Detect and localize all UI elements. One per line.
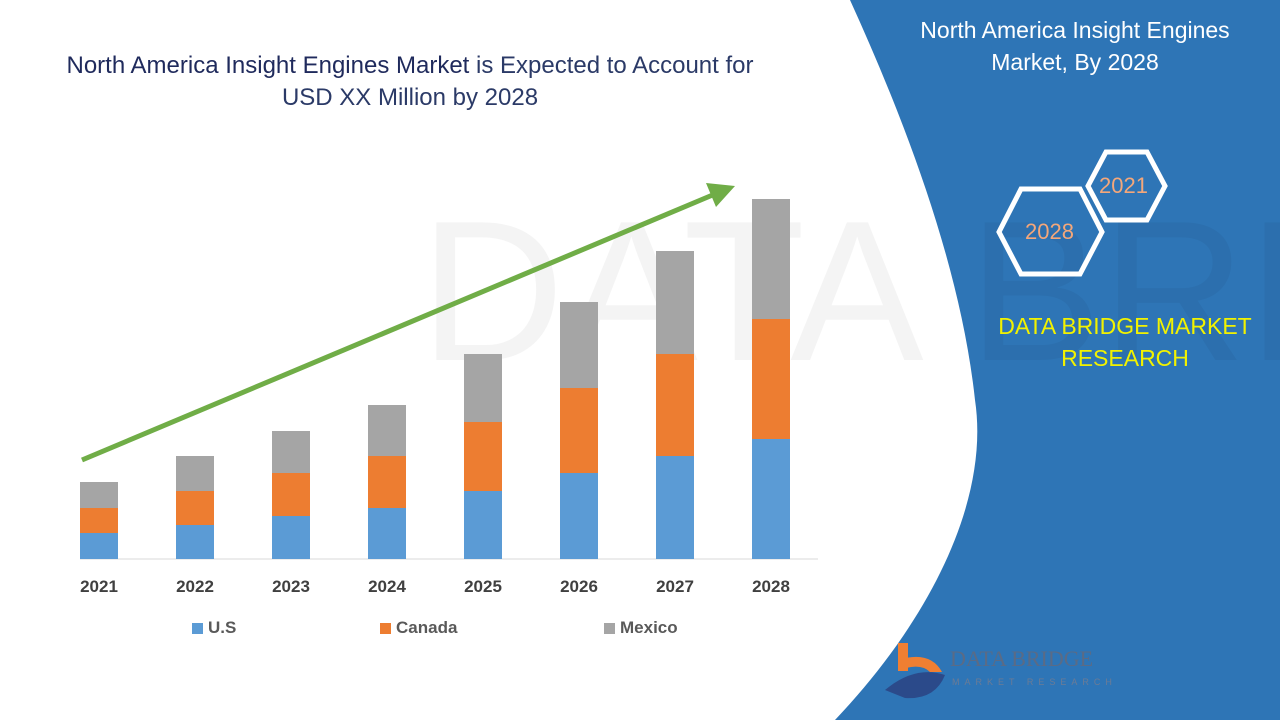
bar-2023-canada: [272, 473, 310, 516]
bar-2027-mexico: [656, 251, 694, 354]
legend-us: U.S: [192, 618, 236, 638]
bar-2026-canada: [560, 388, 598, 473]
bar-2021-canada: [80, 508, 118, 533]
bar-2027-us: [656, 456, 694, 559]
legend-swatch: [604, 622, 615, 634]
hex-label-2028: 2028: [1025, 219, 1074, 244]
bar-2022-us: [176, 525, 214, 559]
right-panel: [835, 0, 1280, 720]
logo-icon: [885, 643, 945, 699]
hex-2021: [1085, 149, 1168, 223]
bar-2025-canada: [464, 422, 502, 491]
bar-2027-canada: [656, 354, 694, 456]
bar-2028-us: [752, 439, 790, 559]
x-tick-label: 2027: [656, 577, 694, 596]
bar-2025-mexico: [464, 354, 502, 422]
logo-text: DATA BRIDGE: [950, 646, 1094, 671]
x-tick-label: 2023: [272, 577, 310, 596]
bar-2021-mexico: [80, 482, 118, 508]
x-tick-label: 2021: [80, 577, 118, 596]
bar-2023-mexico: [272, 431, 310, 473]
bar-2026-mexico: [560, 302, 598, 388]
hex-2028: [996, 186, 1105, 277]
x-tick-label: 2028: [752, 577, 790, 596]
x-tick-label: 2025: [464, 577, 502, 596]
bar-2025-us: [464, 491, 502, 559]
x-tick-label: 2026: [560, 577, 598, 596]
bar-2022-mexico: [176, 456, 214, 491]
bar-2024-canada: [368, 456, 406, 508]
legend-mexico: Mexico: [604, 618, 678, 638]
legend-swatch: [380, 622, 391, 634]
panel-title: North America Insight Engines Market, By…: [920, 17, 1230, 75]
bar-2021-us: [80, 533, 118, 559]
trend-arrow: [81, 183, 735, 463]
legend-canada: Canada: [380, 618, 457, 638]
bar-2023-us: [272, 516, 310, 559]
hex-label-2021: 2021: [1099, 173, 1148, 198]
chart-title: North America Insight Engines Market is …: [66, 52, 754, 111]
x-tick-label: 2024: [368, 577, 406, 596]
brand-text: DATA BRIDGE MARKET RESEARCH: [998, 313, 1252, 371]
bar-2026-us: [560, 473, 598, 559]
bar-2024-mexico: [368, 405, 406, 456]
bar-2028-mexico: [752, 199, 790, 319]
bar-2022-canada: [176, 491, 214, 525]
logo-subtext: MARKET RESEARCH: [952, 677, 1117, 687]
x-tick-label: 2022: [176, 577, 214, 596]
legend-swatch: [192, 622, 203, 634]
bar-2028-canada: [752, 319, 790, 439]
bar-2024-us: [368, 508, 406, 559]
